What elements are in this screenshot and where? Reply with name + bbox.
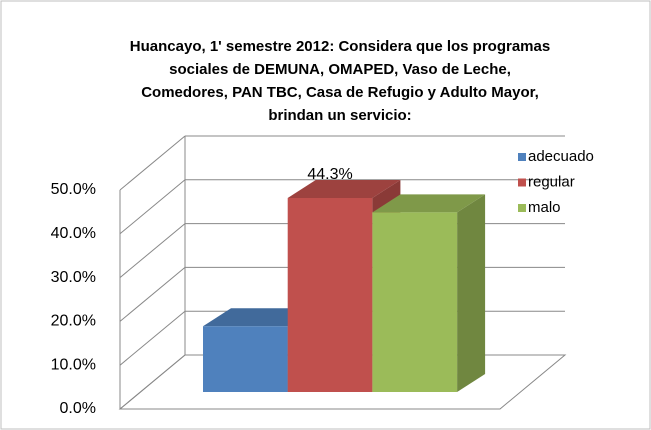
chart-title: Comedores, PAN TBC, Casa de Refugio y Ad…	[141, 84, 539, 101]
y-tick-label: 50.0%	[51, 181, 96, 198]
bar	[372, 194, 486, 392]
bar-front	[287, 197, 373, 392]
legend-label: malo	[528, 199, 561, 216]
data-label: 44.3%	[307, 166, 352, 183]
bar-side	[457, 194, 486, 392]
legend-swatch	[518, 153, 526, 161]
grid-line	[119, 267, 186, 322]
bar-front	[372, 212, 458, 392]
bar-front	[203, 326, 288, 392]
legend-swatch	[518, 204, 526, 212]
y-tick-label: 30.0%	[51, 269, 96, 286]
grid-line	[119, 179, 186, 235]
grid-line	[119, 223, 186, 278]
bar-top	[287, 179, 401, 198]
legend-label: regular	[528, 173, 575, 190]
y-tick-label: 10.0%	[51, 356, 96, 373]
chart-title: brindan un servicio:	[268, 107, 411, 124]
chart-title: sociales de DEMUNA, OMAPED, Vaso de Lech…	[169, 61, 511, 78]
y-tick-label: 20.0%	[51, 313, 96, 330]
y-tick-label: 0.0%	[60, 400, 96, 417]
y-tick-label: 40.0%	[51, 225, 96, 242]
grid-line	[119, 354, 186, 410]
bar-top	[203, 308, 316, 327]
grid-line	[119, 135, 186, 191]
chart-title: Huancayo, 1' semestre 2012: Considera qu…	[130, 38, 550, 55]
legend-label: adecuado	[528, 148, 594, 165]
grid-line	[119, 310, 186, 366]
legend-swatch	[518, 178, 526, 187]
bar-top	[372, 194, 486, 213]
